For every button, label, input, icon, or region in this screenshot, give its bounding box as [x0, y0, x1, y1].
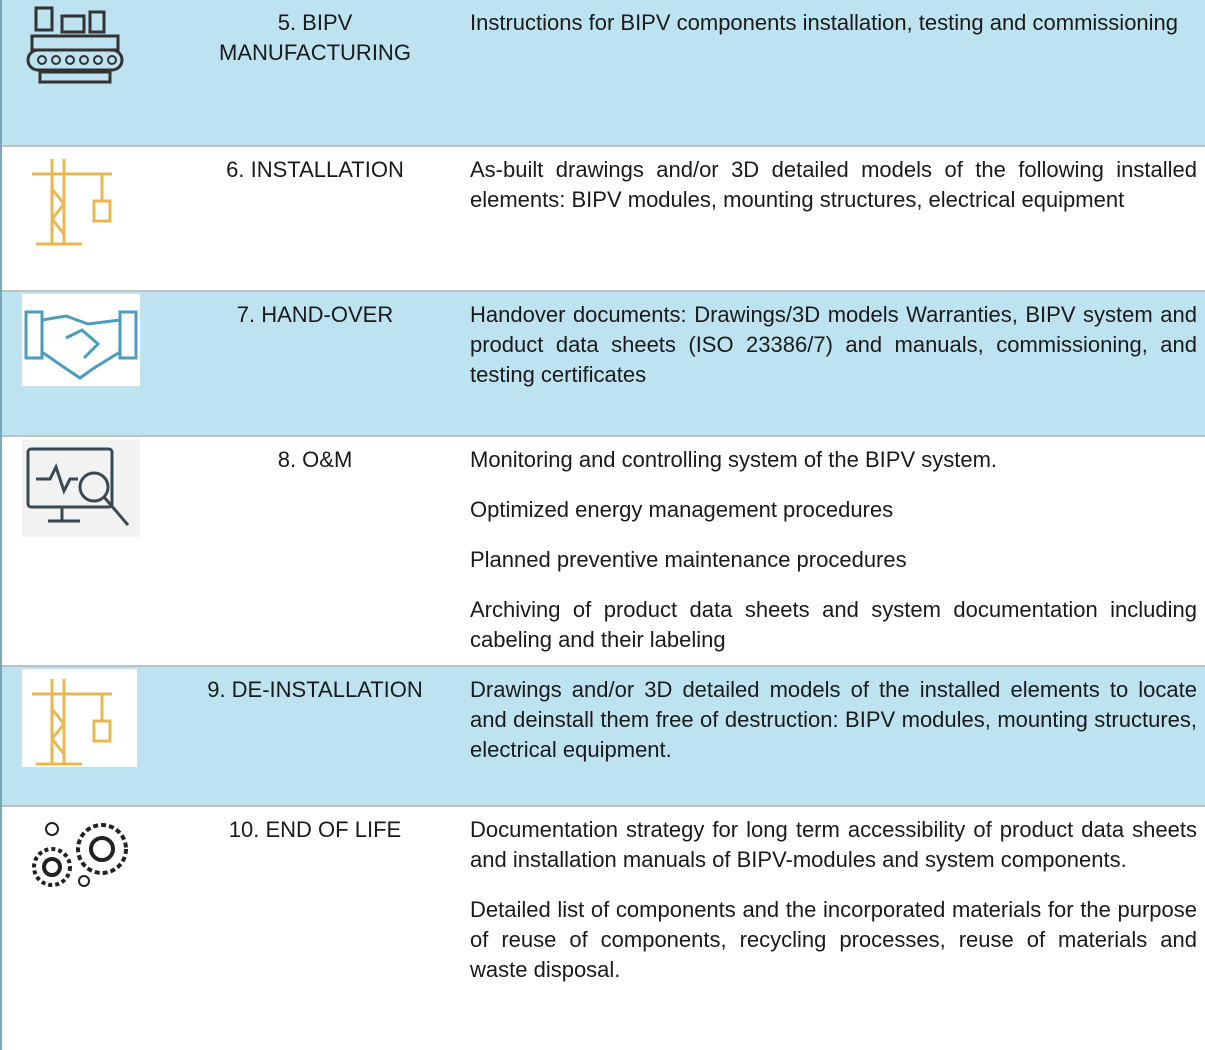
description-text: Instructions for BIPV components install… [470, 10, 1179, 35]
crane-icon [22, 669, 137, 767]
table-row: 10. END OF LIFE Documentation strategy f… [0, 807, 1205, 1050]
description: Handover documents: Drawings/3D models W… [470, 300, 1197, 410]
table-row: 5. BIPV MANUFACTURING Instructions for B… [0, 0, 1205, 147]
handshake-icon [22, 294, 140, 386]
stage: 10. END OF LIFE [228, 817, 402, 842]
stage: 5. BIPV MANUFACTURING [219, 10, 411, 65]
table-row: 6. INSTALLATION As-built drawings and/or… [0, 147, 1205, 292]
description-text: Optimized energy management procedures [470, 497, 894, 522]
description-text: Documentation strategy for long term acc… [470, 817, 1197, 872]
table-row: 9. DE-INSTALLATION Drawings and/or 3D de… [0, 667, 1205, 807]
description-text: Drawings and/or 3D detailed models of th… [470, 677, 1197, 762]
manufacturing-icon [26, 6, 124, 84]
description: Instructions for BIPV components install… [470, 8, 1197, 58]
description-text: Handover documents: Drawings/3D models W… [470, 302, 1197, 387]
description-text: Detailed list of components and the inco… [470, 897, 1197, 982]
stage: 8. O&M [277, 447, 353, 472]
table-row: 8. O&M Monitoring and controlling system… [0, 437, 1205, 667]
stage: 6. INSTALLATION [226, 157, 404, 182]
table-border [0, 0, 2, 1050]
description: Drawings and/or 3D detailed models of th… [470, 675, 1197, 785]
stage: 7. HAND-OVER [236, 302, 394, 327]
description: As-built drawings and/or 3D detailed mod… [470, 155, 1197, 235]
crane-icon [32, 159, 112, 246]
description-text: As-built drawings and/or 3D detailed mod… [470, 157, 1197, 212]
stage: 9. DE-INSTALLATION [207, 677, 423, 702]
description-text: Planned preventive maintenance procedure… [470, 547, 907, 572]
description-text: Archiving of product data sheets and sys… [470, 597, 1197, 652]
gears-icon [32, 822, 128, 887]
table-row: 7. HAND-OVER Handover documents: Drawing… [0, 292, 1205, 437]
description: Monitoring and controlling system of the… [470, 445, 1197, 675]
description-text: Monitoring and controlling system of the… [470, 447, 998, 472]
monitor-icon [22, 439, 140, 537]
description: Documentation strategy for long term acc… [470, 815, 1197, 1005]
